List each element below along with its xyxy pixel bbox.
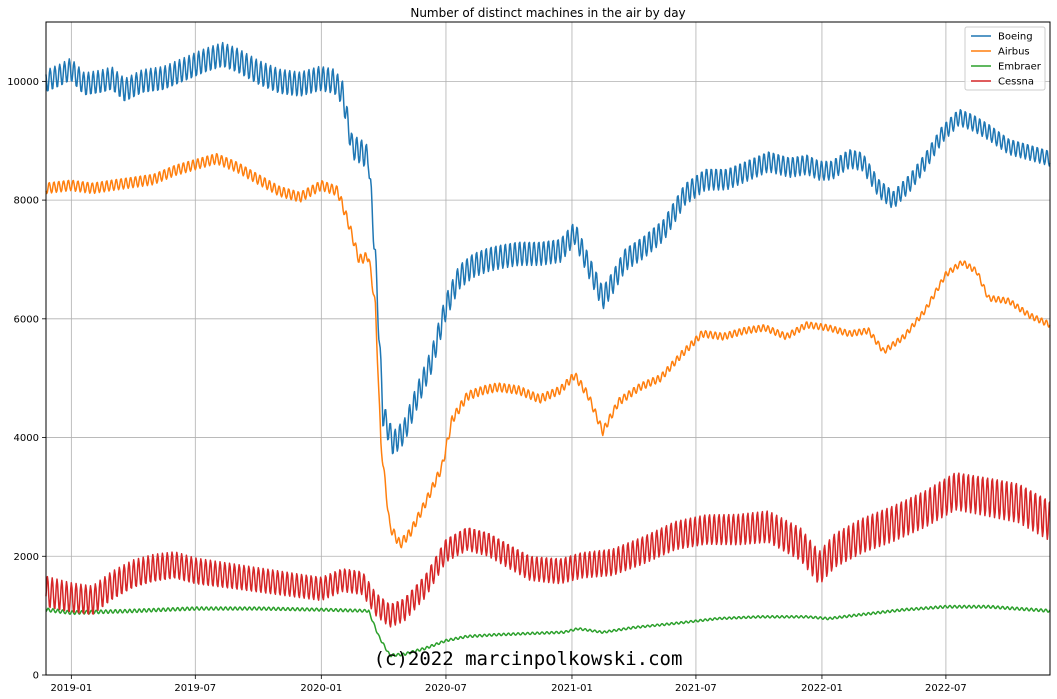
- watermark-text: (c)2022 marcinpolkowski.com: [374, 648, 683, 670]
- x-tick-label: 2020-01: [300, 683, 342, 694]
- legend-label-cessna: Cessna: [998, 77, 1034, 88]
- series-line-boeing: [45, 41, 1051, 455]
- y-tick-label: 8000: [14, 196, 39, 207]
- x-tick-label: 2021-01: [551, 683, 593, 694]
- y-tick-label: 10000: [7, 77, 39, 88]
- legend-box: [964, 26, 1046, 91]
- x-tick-label: 2019-01: [50, 683, 92, 694]
- x-tick-label: 2022-01: [801, 683, 843, 694]
- y-axis: 0 2000 4000 6000 8000 10000: [7, 77, 46, 682]
- y-tick-label: 0: [33, 671, 39, 682]
- plot-frame: [45, 21, 1051, 676]
- grid-lines: [46, 22, 1050, 676]
- y-tick-label: 4000: [14, 433, 39, 444]
- x-tick-label: 2020-07: [425, 683, 467, 694]
- series-line-cessna: [45, 472, 1051, 628]
- x-tick-label: 2019-07: [174, 683, 216, 694]
- legend-label-airbus: Airbus: [998, 47, 1030, 58]
- x-tick-label: 2021-07: [675, 683, 717, 694]
- series-lines: [45, 41, 1051, 658]
- legend-label-boeing: Boeing: [998, 32, 1033, 43]
- legend-label-embraer: Embraer: [998, 62, 1042, 73]
- y-tick-label: 2000: [14, 552, 39, 563]
- x-axis: 2019-01 2019-07 2020-01 2020-07 2021-01 2021-…: [50, 675, 967, 694]
- x-tick-label: 2022-07: [925, 683, 967, 694]
- legend: Boeing Airbus Embraer Cessna: [964, 26, 1046, 91]
- series-line-embraer: [45, 604, 1051, 658]
- series-line-airbus: [45, 153, 1051, 549]
- y-tick-label: 6000: [14, 314, 39, 325]
- chart-title: Number of distinct machines in the air b…: [410, 6, 685, 20]
